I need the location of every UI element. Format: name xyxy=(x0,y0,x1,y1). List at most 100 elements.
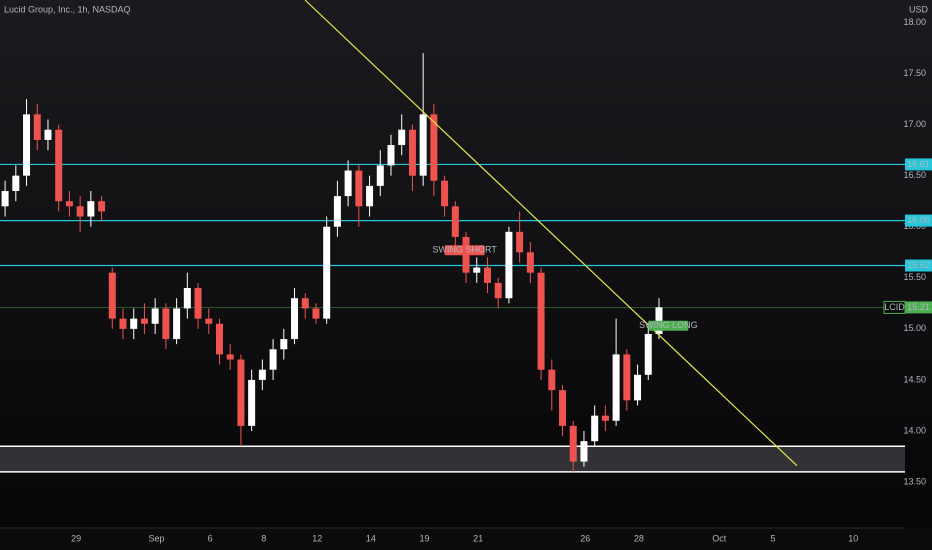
signal-label: SWING SHORT xyxy=(433,245,498,255)
level-label: 16.61 xyxy=(907,159,930,169)
candle-body xyxy=(655,307,663,334)
candle-body xyxy=(140,318,148,324)
x-axis-strip xyxy=(0,528,932,550)
candle-body xyxy=(612,354,620,421)
candle-body xyxy=(183,288,191,309)
x-tick-label: 19 xyxy=(419,533,429,543)
x-tick-label: Sep xyxy=(148,533,164,543)
candle-body xyxy=(108,272,116,319)
candle-body xyxy=(451,206,459,237)
level-tag xyxy=(905,214,932,227)
level-label: 16.06 xyxy=(907,215,930,225)
candle-body xyxy=(151,308,159,324)
candle-body xyxy=(44,129,52,140)
y-tick-label: 17.50 xyxy=(903,68,926,78)
y-tick-label: 15.50 xyxy=(903,272,926,282)
candle-body xyxy=(601,415,609,421)
signal-tag xyxy=(444,245,485,256)
trendline xyxy=(304,0,798,467)
candle-body xyxy=(569,425,577,462)
candle-body xyxy=(194,288,202,319)
y-tick-label: 17.00 xyxy=(903,119,926,129)
candle-body xyxy=(226,354,234,360)
signal-label: SWING LONG xyxy=(639,320,698,330)
candle-body xyxy=(355,170,363,207)
candle-body xyxy=(634,374,642,401)
level-tag xyxy=(905,158,932,171)
x-tick-label: Oct xyxy=(712,533,727,543)
candle-body xyxy=(441,180,449,207)
candle-body xyxy=(215,323,223,355)
y-tick-label: 13.50 xyxy=(903,476,926,486)
candle-body xyxy=(55,129,63,202)
candle-body xyxy=(23,114,31,176)
candle-body xyxy=(419,114,427,176)
candle-body xyxy=(119,318,127,329)
chart-title: Lucid Group, Inc., 1h, NASDAQ xyxy=(4,4,131,14)
candle-body xyxy=(591,415,599,442)
candle-body xyxy=(623,354,631,401)
last-price-label: 15.21 xyxy=(907,302,930,312)
candle-body xyxy=(258,369,266,380)
support-zone xyxy=(0,446,905,472)
candle-body xyxy=(344,170,352,197)
last-price-tag xyxy=(905,301,932,314)
candle-body xyxy=(301,298,309,309)
candle-body xyxy=(98,201,106,212)
candle-body xyxy=(473,267,481,273)
x-tick-label: 10 xyxy=(848,533,858,543)
x-tick-label: 29 xyxy=(71,533,81,543)
candle-body xyxy=(505,231,513,299)
signal-tag xyxy=(648,320,689,331)
candle-body xyxy=(537,272,545,370)
candle-body xyxy=(1,190,9,207)
candle-body xyxy=(280,339,288,350)
candle-body xyxy=(323,226,331,319)
candle-body xyxy=(237,359,245,426)
ticker-label: LCID xyxy=(884,302,905,312)
candle-body xyxy=(291,298,299,340)
candle-body xyxy=(387,145,395,166)
x-tick-label: 28 xyxy=(634,533,644,543)
x-tick-label: 6 xyxy=(208,533,213,543)
x-tick-label: 12 xyxy=(312,533,322,543)
candle-body xyxy=(33,114,41,140)
x-tick-label: 5 xyxy=(770,533,775,543)
y-tick-label: 18.00 xyxy=(903,17,926,27)
currency: USD xyxy=(909,4,929,14)
candle-body xyxy=(205,318,213,324)
candle-body xyxy=(76,206,84,217)
y-tick-label: 14.50 xyxy=(903,374,926,384)
candle-body xyxy=(580,441,588,462)
candle-body xyxy=(430,114,438,181)
y-tick-label: 15.00 xyxy=(903,323,926,333)
candle-body xyxy=(559,390,567,426)
labels: 18.0017.5017.0016.5016.0015.5015.0014.50… xyxy=(71,17,932,543)
candle-body xyxy=(130,318,138,329)
candle-body xyxy=(548,369,556,391)
level-label: 15.62 xyxy=(907,260,930,270)
candle-body xyxy=(644,333,652,375)
candle-body xyxy=(65,201,73,207)
candle-body xyxy=(366,185,374,207)
candle-body xyxy=(12,175,20,191)
candle-body xyxy=(483,267,491,283)
candle-body xyxy=(312,308,320,319)
candle-body xyxy=(333,196,341,227)
x-tick-label: 26 xyxy=(580,533,590,543)
candle-body xyxy=(494,282,502,299)
y-tick-label: 14.00 xyxy=(903,425,926,435)
candle-body xyxy=(162,308,170,340)
level-tag xyxy=(905,259,932,272)
x-tick-label: 21 xyxy=(473,533,483,543)
candle-body xyxy=(269,349,277,370)
x-tick-label: 14 xyxy=(366,533,376,543)
candle-body xyxy=(376,165,384,186)
candle-body xyxy=(173,308,181,340)
x-tick-label: 8 xyxy=(261,533,266,543)
candle-body xyxy=(408,129,416,176)
y-tick-label: 16.50 xyxy=(903,170,926,180)
candle-body xyxy=(526,252,534,273)
candle-body xyxy=(398,129,406,146)
